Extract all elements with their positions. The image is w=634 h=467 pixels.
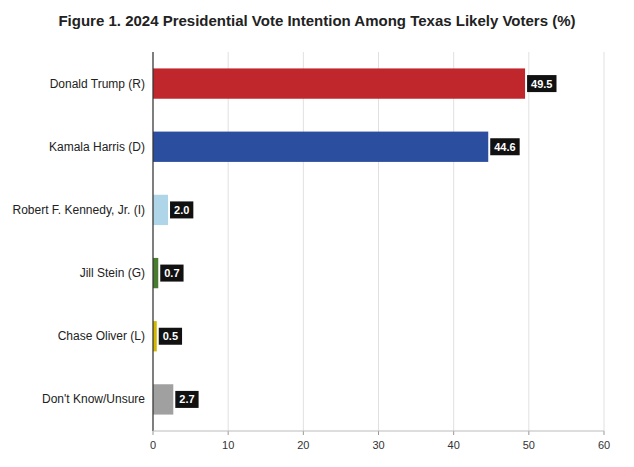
chart: Figure 1. 2024 Presidential Vote Intenti… xyxy=(0,0,634,467)
tick-mark xyxy=(378,431,379,435)
title: Figure 1. 2024 Presidential Vote Intenti… xyxy=(58,12,575,29)
tick-label: 0 xyxy=(150,439,156,451)
tick-mark xyxy=(228,431,229,435)
data-label-background xyxy=(159,328,182,345)
grid-line xyxy=(303,52,304,431)
data-label: 2.7 xyxy=(179,393,194,405)
tick-label: 10 xyxy=(222,439,234,451)
category-label: Chase Oliver (L) xyxy=(58,329,145,343)
data-label-background xyxy=(527,75,556,92)
data-label: 0.7 xyxy=(164,267,179,279)
category-label: Donald Trump (R) xyxy=(50,77,145,91)
grid-line xyxy=(453,52,454,431)
data-label: 44.6 xyxy=(494,141,515,153)
data-label-background xyxy=(160,265,183,282)
bar xyxy=(153,132,488,162)
tick-label: 60 xyxy=(598,439,610,451)
bars xyxy=(153,68,525,414)
y-axis-line xyxy=(152,52,153,431)
tick-mark xyxy=(153,431,154,435)
x-axis-line xyxy=(153,431,604,432)
bar xyxy=(153,258,158,288)
bar xyxy=(153,68,525,98)
grid-line xyxy=(153,52,154,431)
tick-mark xyxy=(453,431,454,435)
tick-mark xyxy=(303,431,304,435)
tick-mark xyxy=(528,431,529,435)
category-label: Robert F. Kennedy, Jr. (I) xyxy=(13,203,146,217)
data-label: 0.5 xyxy=(163,330,178,342)
data-label: 2.0 xyxy=(174,204,189,216)
category-label: Don't Know/Unsure xyxy=(42,392,145,406)
grid xyxy=(153,52,604,431)
tick-label: 30 xyxy=(372,439,384,451)
grid-line xyxy=(378,52,379,431)
tick-label: 40 xyxy=(448,439,460,451)
tick-mark xyxy=(604,431,605,435)
grid-line xyxy=(228,52,229,431)
tick-label: 20 xyxy=(297,439,309,451)
data-label: 49.5 xyxy=(531,78,552,90)
category-label: Jill Stein (G) xyxy=(80,266,145,280)
grid-line xyxy=(528,52,529,431)
data-label-background xyxy=(175,391,198,408)
grid-line xyxy=(604,52,605,431)
tick-label: 50 xyxy=(523,439,535,451)
data-label-background xyxy=(490,138,519,155)
bar xyxy=(153,384,173,414)
bar xyxy=(153,195,168,225)
data-label-background xyxy=(170,201,193,218)
category-label: Kamala Harris (D) xyxy=(49,140,145,154)
